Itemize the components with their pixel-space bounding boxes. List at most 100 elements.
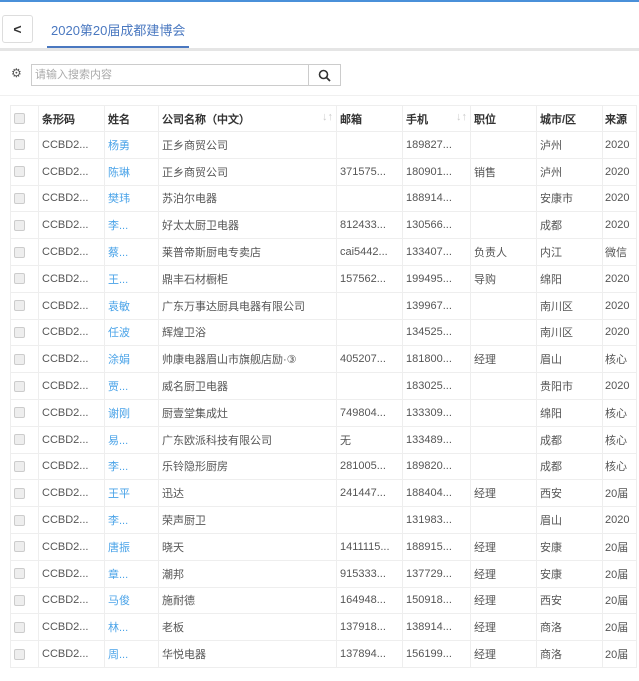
table-cell: 133309... <box>402 398 471 427</box>
row-checkbox[interactable] <box>14 568 25 580</box>
table-cell[interactable]: 李... <box>104 452 159 481</box>
table-row[interactable]: CCBD2... 李... 荣声厨卫 131983... 眉山 2020 <box>10 506 637 534</box>
table-cell[interactable]: 王... <box>104 264 159 293</box>
row-checkbox[interactable] <box>14 407 25 419</box>
table-cell: 核心 <box>602 452 637 481</box>
table-cell[interactable]: 杨勇 <box>104 131 159 159</box>
search-input[interactable] <box>31 64 309 86</box>
table-cell[interactable]: 李... <box>104 506 159 534</box>
table-row[interactable]: CCBD2... 易... 广东欧派科技有限公司无 133489... 成都 核心 <box>10 425 637 454</box>
row-checkbox[interactable] <box>14 246 25 258</box>
table-row[interactable]: CCBD2... 贾... 威名厨卫电器 183025... 贵阳市 2020 <box>10 372 637 400</box>
table-cell: 188914... <box>402 184 471 213</box>
table-cell: 经理 <box>470 345 537 374</box>
table-cell: 眉山 <box>536 506 603 534</box>
table-cell: 2020 <box>602 211 637 240</box>
row-checkbox[interactable] <box>14 219 25 231</box>
table-cell[interactable]: 林... <box>104 613 159 642</box>
table-row[interactable]: CCBD2... 李... 乐铃隐形厨房 281005... 189820... 成都 核心 <box>10 452 637 481</box>
table-cell: 核心 <box>602 345 637 374</box>
table-cell[interactable]: 易... <box>104 425 159 454</box>
table-cell[interactable]: 任波 <box>104 318 159 347</box>
table-row[interactable]: CCBD2... 林... 老板 137918... 138914... 经理 商洛 20届 <box>10 613 637 642</box>
row-checkbox[interactable] <box>14 595 25 607</box>
table-cell[interactable]: 袁敏 <box>104 291 159 320</box>
column-header[interactable]: 职位 <box>470 105 537 132</box>
select-all-checkbox[interactable] <box>14 113 25 125</box>
table-cell: 133489... <box>402 425 471 454</box>
row-checkbox[interactable] <box>14 487 25 499</box>
column-header-label: 城市/区 <box>540 113 577 126</box>
table-cell[interactable]: 谢刚 <box>104 398 159 427</box>
table-row[interactable]: CCBD2... 王平 迅达 241447... 188404... 经理 西安 20届 <box>10 479 637 508</box>
table-row[interactable]: CCBD2... 马俊 施耐德 164948... 150918... 经理 西安 20届 <box>10 586 637 615</box>
table-row[interactable]: CCBD2... 陈琳 正乡商贸公司 371575... 180901... 销售 泸州 20… <box>10 157 637 186</box>
column-header[interactable]: 手机 ↓↑ <box>402 105 471 132</box>
table-row[interactable]: CCBD2... 涂娟 帅康电器眉山市旗舰店励·③ 405207... 181800..… <box>10 345 637 374</box>
row-checkbox[interactable] <box>14 193 25 205</box>
column-header[interactable]: 姓名 <box>104 105 159 132</box>
table-cell <box>336 184 403 213</box>
table-cell[interactable]: 蔡... <box>104 238 159 266</box>
tab-divider <box>0 48 639 51</box>
row-checkbox[interactable] <box>14 139 25 151</box>
search-icon <box>318 69 331 82</box>
table-row[interactable]: CCBD2... 章... 潮邦 915333... 137729... 经理 安康 20届 <box>10 559 637 588</box>
row-checkbox[interactable] <box>14 300 25 312</box>
row-checkbox[interactable] <box>14 353 25 365</box>
sort-icon[interactable]: ↓↑ <box>322 110 333 123</box>
table-row[interactable]: CCBD2... 任波 辉煌卫浴 134525... 南川区 2020 <box>10 318 637 347</box>
table-cell: CCBD2... <box>38 425 105 454</box>
row-checkbox[interactable] <box>14 621 25 633</box>
table-row[interactable]: CCBD2... 谢刚 厨壹堂集成灶 749804... 133309... 绵阳 核心 <box>10 398 637 427</box>
table-row[interactable]: CCBD2... 周... 华悦电器 137894... 156199... 经理 商洛 20… <box>10 640 637 668</box>
table-row[interactable]: CCBD2... 蔡... 莱普帝斯厨电专卖店 cai5442... 133407...… <box>10 238 637 266</box>
table-cell: 成都 <box>536 425 603 454</box>
row-checkbox[interactable] <box>14 327 25 339</box>
row-checkbox[interactable] <box>14 434 25 446</box>
table-cell[interactable]: 樊玮 <box>104 184 159 213</box>
table-row[interactable]: CCBD2... 袁敏 广东万事达厨具电器有限公司 139967... 南川区 2020 <box>10 291 637 320</box>
table-cell: 施耐德 <box>158 586 337 615</box>
table-cell: 贵阳市 <box>536 372 603 400</box>
table-cell[interactable]: 李... <box>104 211 159 240</box>
table-cell[interactable]: 马俊 <box>104 586 159 615</box>
table-cell[interactable]: 唐振 <box>104 532 159 561</box>
table-cell[interactable]: 周... <box>104 640 159 668</box>
table-cell: 130566... <box>402 211 471 240</box>
row-checkbox[interactable] <box>14 541 25 553</box>
search-button[interactable] <box>308 64 341 86</box>
table-cell: 晓天 <box>158 532 337 561</box>
back-button[interactable]: < <box>2 15 33 43</box>
table-cell[interactable]: 涂娟 <box>104 345 159 374</box>
gear-icon[interactable]: ⚙ <box>11 66 22 80</box>
column-header[interactable]: 来源 <box>602 105 637 132</box>
table-row[interactable]: CCBD2... 王... 鼎丰石材橱柜 157562... 199495... 导购 绵阳… <box>10 264 637 293</box>
table-cell: CCBD2... <box>38 613 105 642</box>
table-cell[interactable]: 王平 <box>104 479 159 508</box>
column-header[interactable]: 条形码 <box>38 105 105 132</box>
row-checkbox[interactable] <box>14 648 25 660</box>
table-cell[interactable]: 章... <box>104 559 159 588</box>
row-select-cell <box>10 640 39 668</box>
table-row[interactable]: CCBD2... 樊玮 苏泊尔电器 188914... 安康市 2020 <box>10 184 637 213</box>
table-cell: 安康 <box>536 559 603 588</box>
table-cell: 188915... <box>402 532 471 561</box>
table-row[interactable]: CCBD2... 唐振 晓天 1411115... 188915... 经理 安康 20届 <box>10 532 637 561</box>
table-row[interactable]: CCBD2... 李... 好太太厨卫电器 812433... 130566... 成都 2… <box>10 211 637 240</box>
column-header[interactable]: 公司名称（中文） ↓↑ <box>158 105 337 132</box>
row-checkbox[interactable] <box>14 514 25 526</box>
table-cell: 281005... <box>336 452 403 481</box>
table-cell[interactable]: 贾... <box>104 372 159 400</box>
tab-expo[interactable]: 2020第20届成都建博会 <box>47 18 189 48</box>
row-checkbox[interactable] <box>14 273 25 285</box>
column-header[interactable]: 城市/区 <box>536 105 603 132</box>
column-header[interactable]: 邮箱 <box>336 105 403 132</box>
sort-icon[interactable]: ↓↑ <box>456 110 467 123</box>
table-cell[interactable]: 陈琳 <box>104 157 159 186</box>
table-cell <box>336 506 403 534</box>
table-row[interactable]: CCBD2... 杨勇 正乡商贸公司 189827... 泸州 2020 <box>10 131 637 159</box>
row-checkbox[interactable] <box>14 380 25 392</box>
row-checkbox[interactable] <box>14 166 25 178</box>
row-checkbox[interactable] <box>14 461 25 473</box>
